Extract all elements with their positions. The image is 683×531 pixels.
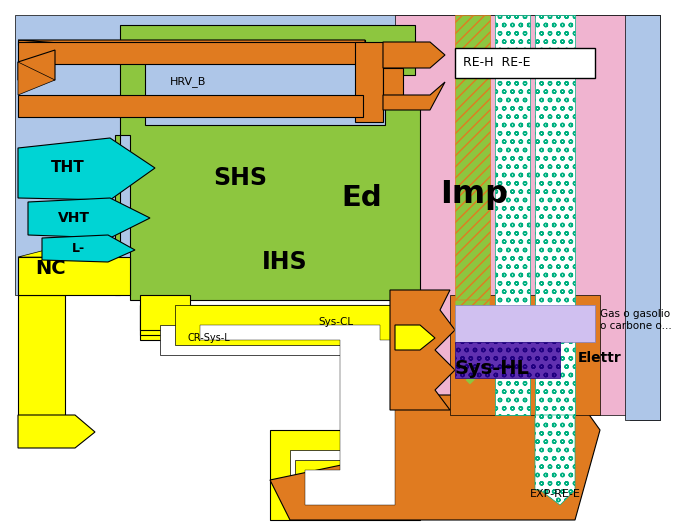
Polygon shape xyxy=(28,198,150,238)
Text: SHS: SHS xyxy=(213,166,267,190)
Polygon shape xyxy=(18,245,65,257)
Bar xyxy=(18,42,363,64)
Polygon shape xyxy=(18,257,130,295)
Polygon shape xyxy=(495,15,530,415)
Bar xyxy=(625,15,660,420)
Polygon shape xyxy=(455,15,490,300)
Text: Sys-HL: Sys-HL xyxy=(455,358,530,378)
Text: HRV_B: HRV_B xyxy=(170,76,206,88)
Polygon shape xyxy=(630,15,660,420)
Text: Gas o gasolio
o carbone o...: Gas o gasolio o carbone o... xyxy=(600,309,672,331)
Bar xyxy=(140,295,190,330)
Polygon shape xyxy=(18,40,365,45)
Bar xyxy=(18,95,363,117)
Polygon shape xyxy=(18,62,55,95)
Polygon shape xyxy=(535,415,575,505)
Polygon shape xyxy=(140,305,420,520)
Polygon shape xyxy=(395,15,630,415)
Polygon shape xyxy=(270,395,600,520)
Polygon shape xyxy=(175,305,420,510)
Polygon shape xyxy=(200,325,395,505)
Polygon shape xyxy=(18,295,65,445)
Polygon shape xyxy=(455,305,595,342)
Polygon shape xyxy=(455,342,560,378)
Polygon shape xyxy=(395,325,435,350)
Text: NC: NC xyxy=(35,259,66,278)
Polygon shape xyxy=(18,50,55,80)
Bar xyxy=(455,48,595,78)
Text: Imp: Imp xyxy=(440,179,508,210)
Polygon shape xyxy=(450,295,600,415)
Polygon shape xyxy=(383,82,445,110)
Polygon shape xyxy=(18,415,95,448)
Text: CR-Sys-L: CR-Sys-L xyxy=(188,333,231,343)
Polygon shape xyxy=(535,15,575,415)
Polygon shape xyxy=(383,42,445,68)
Text: Sys-CL: Sys-CL xyxy=(318,317,353,327)
Polygon shape xyxy=(18,40,365,65)
Text: Elettr: Elettr xyxy=(578,351,622,365)
Polygon shape xyxy=(160,325,400,510)
Polygon shape xyxy=(390,290,455,410)
Bar xyxy=(383,68,403,95)
Text: Ed: Ed xyxy=(342,184,382,212)
Bar xyxy=(355,42,383,122)
Polygon shape xyxy=(15,15,630,295)
Text: L-: L- xyxy=(72,242,85,254)
Text: IHS: IHS xyxy=(262,250,308,274)
Text: EXP-RE-E: EXP-RE-E xyxy=(529,489,581,499)
Text: RE-H  RE-E: RE-H RE-E xyxy=(463,56,531,70)
Text: VHT: VHT xyxy=(58,211,90,225)
Bar xyxy=(140,305,190,335)
Polygon shape xyxy=(18,138,155,200)
Polygon shape xyxy=(115,25,420,300)
Polygon shape xyxy=(42,235,135,262)
Polygon shape xyxy=(455,300,490,385)
Text: THT: THT xyxy=(51,160,85,176)
